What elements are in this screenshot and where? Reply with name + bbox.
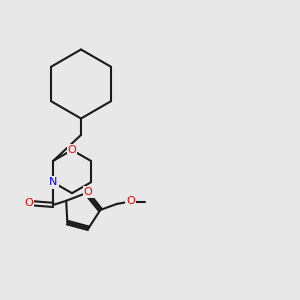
Text: O: O [68,145,76,155]
Text: O: O [24,198,33,208]
Text: O: O [84,187,92,197]
Text: O: O [127,196,135,206]
Text: N: N [49,177,58,188]
